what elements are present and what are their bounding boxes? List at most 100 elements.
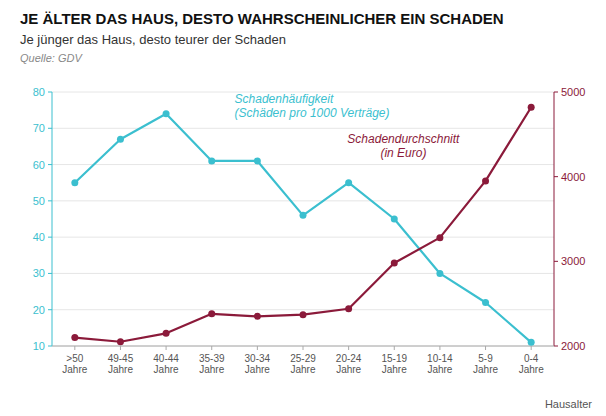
tick-mark xyxy=(554,92,558,93)
point xyxy=(482,299,489,306)
tick-mark xyxy=(211,346,212,350)
category-label: 5-9Jahre xyxy=(473,353,498,375)
tick-mark xyxy=(48,92,52,93)
category-label: 20-24Jahre xyxy=(336,353,362,375)
tick-label: 80 xyxy=(33,86,45,98)
point xyxy=(71,334,78,341)
point xyxy=(71,179,78,186)
text-line: 49-45 xyxy=(108,353,134,364)
text-line: (in Euro) xyxy=(380,146,426,160)
title: JE ÄLTER DAS HAUS, DESTO WAHRSCHEINLICHE… xyxy=(20,10,504,27)
tick-mark xyxy=(531,346,532,350)
tick-mark xyxy=(554,176,558,177)
text-line: 15-19 xyxy=(381,353,407,364)
tick-mark xyxy=(48,128,52,129)
tick-mark xyxy=(48,200,52,201)
point xyxy=(391,260,398,267)
tick-label: 2000 xyxy=(561,340,585,352)
point xyxy=(528,339,535,346)
point xyxy=(208,157,215,164)
tick-mark xyxy=(348,346,349,350)
category-label: >50Jahre xyxy=(62,353,87,375)
category-label: 35-39Jahre xyxy=(199,353,225,375)
point xyxy=(163,330,170,337)
category-label: 15-19Jahre xyxy=(381,353,407,375)
text-line: Jahre xyxy=(108,364,133,375)
tick-mark xyxy=(74,346,75,350)
text-line: Jahre xyxy=(290,364,315,375)
text-line: 30-34 xyxy=(245,353,271,364)
tick-mark xyxy=(554,261,558,262)
text-line: 40-44 xyxy=(153,353,179,364)
grid-line xyxy=(52,200,554,201)
tick-mark xyxy=(303,346,304,350)
point xyxy=(208,310,215,317)
text-line: 20-24 xyxy=(336,353,362,364)
tick-label: 4000 xyxy=(561,171,585,183)
tick-mark xyxy=(48,273,52,274)
y-axis xyxy=(52,92,53,346)
point xyxy=(391,216,398,223)
tick-label: 60 xyxy=(33,159,45,171)
tick-label: 40 xyxy=(33,231,45,243)
tick-mark xyxy=(48,346,52,347)
tick-mark xyxy=(439,346,440,350)
series-label: Schadendurchschnitt(in Euro) xyxy=(347,132,460,160)
grid-line xyxy=(52,273,554,274)
tick-mark xyxy=(48,237,52,238)
tick-mark xyxy=(48,309,52,310)
point xyxy=(482,177,489,184)
point xyxy=(345,179,352,186)
tick-label: 3000 xyxy=(561,255,585,267)
plot-area xyxy=(71,104,534,346)
point xyxy=(436,234,443,241)
text-line: Jahre xyxy=(519,364,544,375)
category-label: 0-4Jahre xyxy=(519,353,544,375)
point xyxy=(436,270,443,277)
series-line xyxy=(75,114,531,343)
text-line: Jahre xyxy=(427,364,452,375)
grid-line xyxy=(52,128,554,129)
text-line: Schadendurchschnitt xyxy=(347,132,460,146)
source: Quelle: GDV xyxy=(20,52,83,64)
series-label: Schadenhäufigkeit(Schäden pro 1000 Vertr… xyxy=(235,92,390,120)
category-label: 10-14Jahre xyxy=(427,353,453,375)
text-line: 35-39 xyxy=(199,353,225,364)
point xyxy=(300,212,307,219)
text-line: 25-29 xyxy=(290,353,316,364)
text-line: Jahre xyxy=(199,364,224,375)
text-line: 10-14 xyxy=(427,353,453,364)
point xyxy=(117,338,124,345)
point xyxy=(528,104,535,111)
text-line: (Schäden pro 1000 Verträge) xyxy=(235,106,390,120)
tick-mark xyxy=(48,164,52,165)
text-line: Jahre xyxy=(245,364,270,375)
tick-mark xyxy=(257,346,258,350)
point xyxy=(163,110,170,117)
x-axis-label: Hausalter xyxy=(545,398,592,410)
grid-line xyxy=(52,237,554,238)
text-line: Jahre xyxy=(154,364,179,375)
grid-line xyxy=(52,309,554,310)
tick-mark xyxy=(485,346,486,350)
category-label: 49-45Jahre xyxy=(108,353,134,375)
text-line: >50 xyxy=(66,353,83,364)
category-label: 40-44Jahre xyxy=(153,353,179,375)
category-label: 25-29Jahre xyxy=(290,353,316,375)
text-line: Jahre xyxy=(473,364,498,375)
point xyxy=(254,313,261,320)
tick-label: 70 xyxy=(33,122,45,134)
tick-mark xyxy=(166,346,167,350)
point xyxy=(117,136,124,143)
tick-label: 50 xyxy=(33,195,45,207)
text-line: 0-4 xyxy=(524,353,539,364)
text-line: Schadenhäufigkeit xyxy=(235,92,334,106)
tick-label: 10 xyxy=(33,340,45,352)
grid-line xyxy=(52,164,554,165)
y2-axis xyxy=(554,92,555,346)
text-line: 5-9 xyxy=(478,353,493,364)
point xyxy=(254,157,261,164)
tick-mark xyxy=(394,346,395,350)
text-line: Jahre xyxy=(382,364,407,375)
tick-label: 30 xyxy=(33,267,45,279)
